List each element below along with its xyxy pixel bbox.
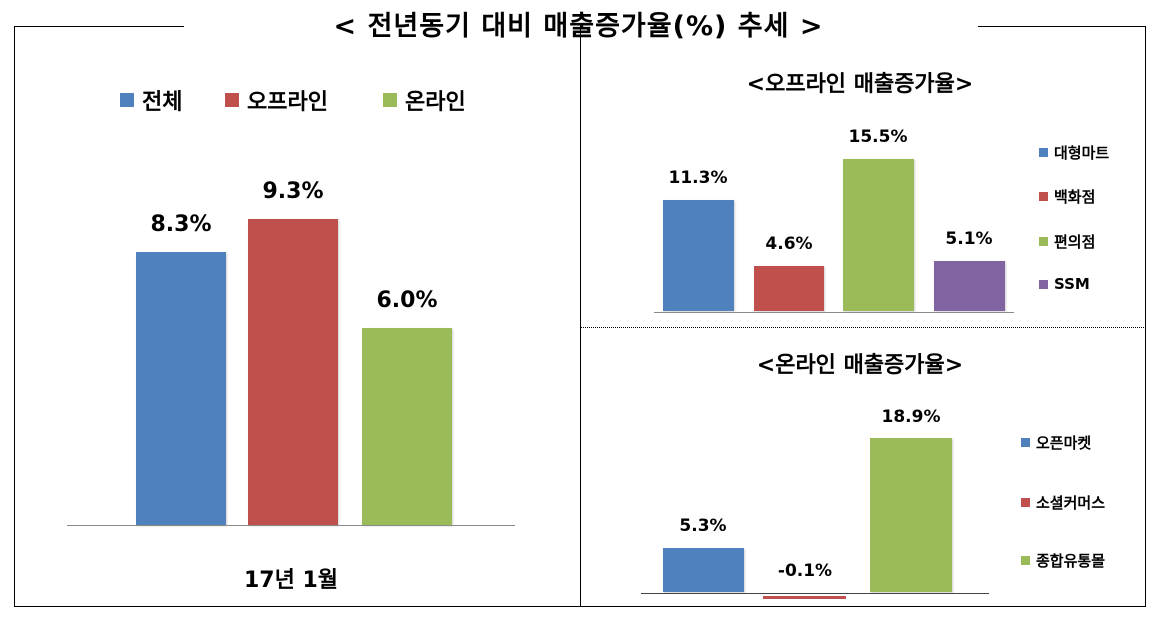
legend-item-department-store: 백화점 — [1039, 186, 1095, 207]
bar-total — [136, 252, 226, 525]
x-category-label: 17년 1월 — [243, 568, 339, 593]
legend-label: 종합유통몰 — [1036, 552, 1106, 570]
legend-item-general-mall: 종합유통몰 — [1021, 550, 1105, 571]
legend-swatch-red — [1039, 192, 1048, 201]
legend-swatch-blue — [1039, 148, 1048, 157]
main-title: < 전년동기 대비 매출증가율(%) 추세 > — [333, 11, 824, 42]
bar-label-hypermarket: 11.3% — [668, 168, 728, 188]
legend-item-online: 온라인 — [383, 84, 466, 116]
panel-divider-dotted — [581, 327, 1146, 328]
bar-label-online: 6.0% — [376, 288, 438, 313]
online-x-axis-line — [641, 593, 989, 594]
offline-chart-title: <오프라인 매출증가율> — [746, 72, 974, 97]
legend-label: 소셜커머스 — [1036, 494, 1106, 512]
bar-hypermarket — [663, 200, 734, 311]
panel-divider-vertical — [580, 26, 581, 607]
bar-social-commerce — [763, 596, 846, 599]
legend-swatch-green — [1021, 556, 1030, 565]
bar-ssm — [934, 261, 1005, 311]
bar-label-offline: 9.3% — [262, 179, 324, 204]
bar-general-mall — [870, 438, 952, 592]
legend-swatch-blue — [1021, 438, 1030, 447]
bar-label-social-commerce: -0.1% — [777, 561, 833, 581]
offline-x-axis-line — [654, 312, 1014, 313]
legend-swatch-purple — [1039, 279, 1048, 289]
legend-item-convenience-store: 편의점 — [1039, 231, 1095, 252]
bar-label-open-market: 5.3% — [679, 516, 727, 536]
legend-label: 백화점 — [1054, 188, 1096, 206]
legend-label: 오프라인 — [247, 90, 328, 115]
legend-label: 온라인 — [405, 90, 466, 115]
bar-offline — [248, 219, 338, 525]
legend-label: SSM — [1054, 275, 1090, 293]
legend-swatch-green — [1039, 237, 1048, 246]
legend-swatch-green — [383, 93, 397, 107]
bar-label-total: 8.3% — [150, 212, 212, 237]
legend-item-open-market: 오픈마켓 — [1021, 432, 1091, 453]
bar-convenience-store — [843, 159, 914, 311]
legend-label: 전체 — [142, 90, 183, 115]
legend-item-hypermarket: 대형마트 — [1039, 142, 1109, 163]
bar-label-department-store: 4.6% — [765, 234, 813, 254]
legend-swatch-red — [225, 93, 239, 107]
legend-label: 오픈마켓 — [1036, 434, 1092, 452]
bar-label-convenience-store: 15.5% — [848, 127, 908, 147]
legend-swatch-red — [1021, 498, 1030, 507]
legend-item-total: 전체 — [120, 84, 182, 116]
frame-left-line — [14, 26, 15, 607]
legend-item-offline: 오프라인 — [225, 84, 328, 116]
bar-open-market — [663, 548, 744, 592]
legend-item-ssm: SSM — [1039, 275, 1090, 293]
frame-top-left-line — [14, 26, 184, 27]
bar-online — [362, 328, 452, 525]
legend-label: 편의점 — [1054, 233, 1096, 251]
bar-label-general-mall: 18.9% — [881, 407, 941, 427]
legend-label: 대형마트 — [1054, 144, 1110, 162]
online-chart-title: <온라인 매출증가율> — [756, 353, 964, 378]
legend-swatch-blue — [120, 93, 134, 107]
bar-label-ssm: 5.1% — [945, 229, 993, 249]
frame-top-right-line — [978, 26, 1146, 27]
legend-item-social-commerce: 소셜커머스 — [1021, 492, 1105, 513]
x-axis-line — [67, 525, 515, 526]
frame-right-line — [1145, 26, 1146, 607]
bar-department-store — [754, 266, 824, 311]
